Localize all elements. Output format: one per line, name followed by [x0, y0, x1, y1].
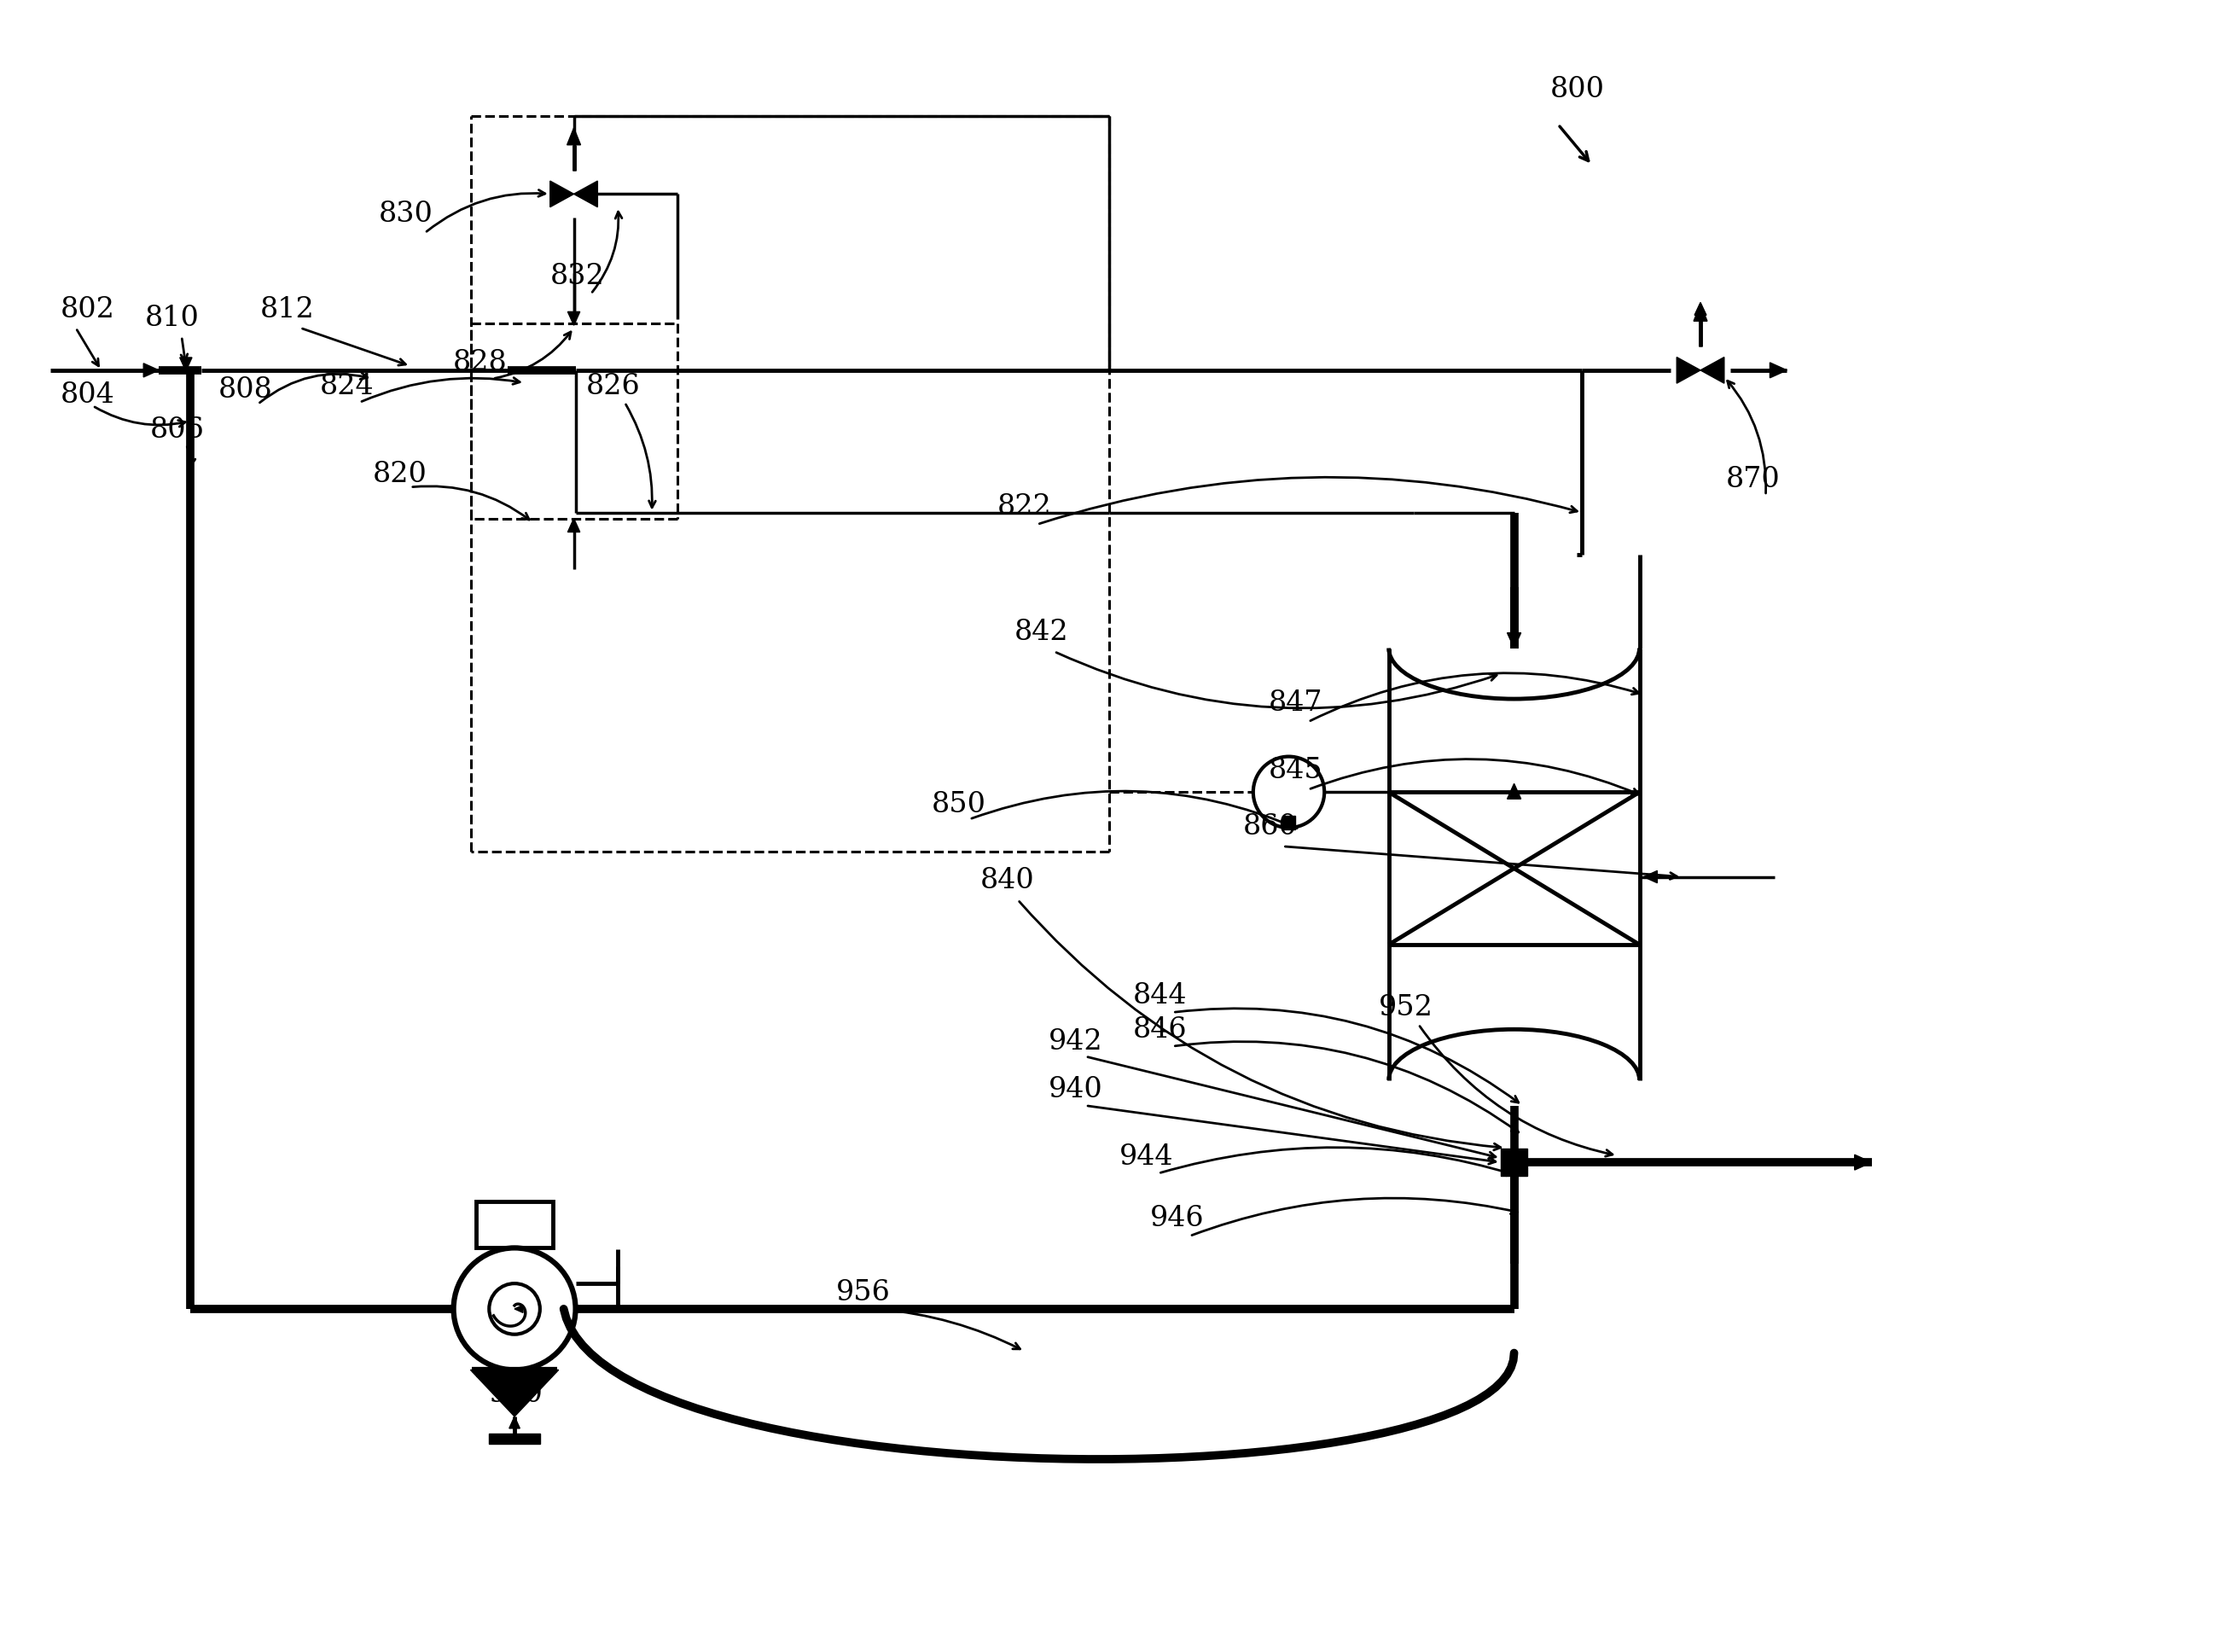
- Text: 806: 806: [151, 416, 205, 444]
- Text: 846: 846: [1133, 1016, 1186, 1044]
- Text: 824: 824: [321, 373, 374, 400]
- Polygon shape: [574, 182, 597, 206]
- Polygon shape: [514, 1305, 523, 1313]
- Polygon shape: [1854, 1155, 1872, 1170]
- Text: 946: 946: [1151, 1204, 1204, 1232]
- Text: 812: 812: [260, 296, 314, 324]
- Text: 944: 944: [1120, 1143, 1173, 1171]
- Text: 830: 830: [378, 200, 434, 228]
- Polygon shape: [510, 1416, 521, 1429]
- Text: 822: 822: [997, 492, 1051, 520]
- Bar: [476, 1201, 552, 1247]
- Polygon shape: [1694, 304, 1707, 320]
- Text: 840: 840: [979, 867, 1035, 895]
- Polygon shape: [568, 519, 581, 532]
- Text: 842: 842: [1015, 618, 1068, 646]
- Polygon shape: [1701, 357, 1725, 383]
- Polygon shape: [180, 357, 191, 372]
- Text: 802: 802: [60, 296, 116, 324]
- Polygon shape: [1770, 362, 1787, 378]
- Polygon shape: [142, 363, 158, 377]
- Text: 847: 847: [1269, 689, 1322, 717]
- Text: 820: 820: [372, 461, 427, 487]
- Polygon shape: [568, 312, 581, 325]
- Text: 952: 952: [1378, 995, 1434, 1021]
- Bar: [490, 1434, 541, 1444]
- Text: 956: 956: [837, 1279, 890, 1307]
- Text: 804: 804: [60, 382, 116, 408]
- Polygon shape: [1507, 783, 1520, 800]
- Text: 870: 870: [1725, 466, 1781, 492]
- Polygon shape: [1694, 302, 1707, 316]
- Text: 942: 942: [1048, 1028, 1102, 1056]
- Text: 860: 860: [1242, 813, 1298, 841]
- Polygon shape: [1643, 871, 1656, 882]
- Text: 832: 832: [550, 263, 605, 289]
- Polygon shape: [550, 182, 574, 206]
- Text: 850: 850: [930, 791, 986, 818]
- Text: 845: 845: [1269, 757, 1322, 785]
- Text: 940: 940: [1048, 1075, 1102, 1104]
- Polygon shape: [568, 127, 581, 145]
- Bar: [1282, 816, 1296, 829]
- Text: 826: 826: [585, 373, 641, 400]
- Polygon shape: [470, 1370, 559, 1416]
- Polygon shape: [1507, 633, 1520, 648]
- Polygon shape: [1676, 357, 1701, 383]
- Text: 960: 960: [490, 1381, 543, 1408]
- Text: 800: 800: [1549, 76, 1605, 104]
- Text: 844: 844: [1133, 983, 1186, 1009]
- Text: 810: 810: [145, 306, 200, 332]
- Text: 808: 808: [218, 377, 272, 403]
- Text: 828: 828: [452, 349, 508, 377]
- Bar: [1500, 1148, 1527, 1176]
